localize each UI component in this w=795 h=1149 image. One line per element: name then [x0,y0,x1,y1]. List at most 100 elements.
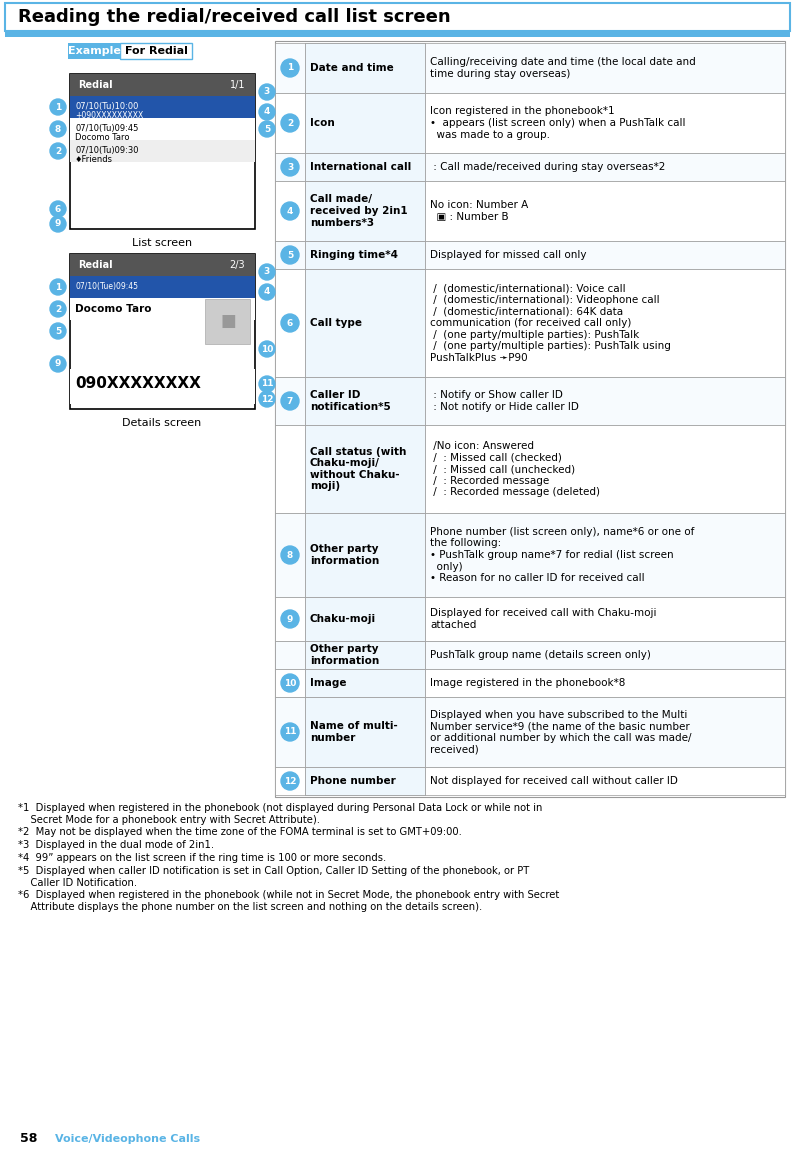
Bar [305,669,425,697]
Text: Redial: Redial [78,260,113,270]
Bar [70,298,255,321]
Text: List screen: List screen [132,238,192,248]
Text: 11: 11 [261,379,273,388]
Text: 58: 58 [20,1133,37,1146]
Bar [305,182,425,241]
Text: 9: 9 [55,360,61,369]
Text: 1: 1 [55,283,61,292]
Text: 2: 2 [55,147,61,155]
Text: 9: 9 [287,615,293,624]
Text: Call status (with
Chaku-moji/
without Chaku-
moji): Call status (with Chaku-moji/ without Ch… [310,447,406,492]
Circle shape [281,314,299,332]
Text: Phone number (list screen only), name*6 or one of
the following:
• PushTalk grou: Phone number (list screen only), name*6 … [430,526,694,584]
Bar [205,299,250,344]
Bar [275,597,785,641]
Bar [70,74,255,97]
Text: 3: 3 [264,268,270,277]
Text: /  (domestic/international): Voice call
 /  (domestic/international): Videophone: / (domestic/international): Voice call /… [430,283,671,363]
Text: 6: 6 [287,318,293,327]
Circle shape [281,246,299,264]
Text: 1: 1 [55,102,61,111]
Text: Icon registered in the phonebook*1
•  appears (list screen only) when a PushTalk: Icon registered in the phonebook*1 • app… [430,107,685,139]
Text: ♦Friends: ♦Friends [75,155,113,164]
Bar [305,669,425,697]
Bar [275,425,785,512]
Text: 3: 3 [287,162,293,171]
Bar [70,369,255,404]
FancyBboxPatch shape [120,43,192,59]
Text: Date and time: Date and time [310,63,394,74]
Bar [305,153,425,182]
Text: *3  Displayed in the dual mode of 2in1.: *3 Displayed in the dual mode of 2in1. [18,840,214,850]
Bar [305,512,425,597]
Text: No icon: Number A
  ▣ : Number B: No icon: Number A ▣ : Number B [430,200,528,222]
Text: Calling/receiving date and time (the local date and
time during stay overseas): Calling/receiving date and time (the loc… [430,57,696,79]
Circle shape [259,84,275,100]
Bar [305,241,425,269]
Text: Ringing time*4: Ringing time*4 [310,250,398,260]
Circle shape [50,356,66,372]
Bar [305,697,425,768]
Text: Docomo Taro: Docomo Taro [75,133,130,142]
Bar [275,182,785,241]
Bar [305,377,425,425]
Circle shape [281,114,299,132]
Bar [305,425,425,512]
Bar [305,425,425,512]
Bar [70,254,255,276]
Circle shape [50,201,66,217]
Bar [275,641,785,669]
Bar [275,697,785,768]
Bar [305,768,425,795]
Bar [305,597,425,641]
Bar [275,269,785,377]
FancyBboxPatch shape [68,43,120,59]
Circle shape [259,391,275,407]
Bar [305,512,425,597]
Bar [275,43,785,93]
Text: *6  Displayed when registered in the phonebook (while not in Secret Mode, the ph: *6 Displayed when registered in the phon… [18,890,559,911]
Circle shape [259,341,275,357]
Bar [70,276,255,298]
Bar [305,153,425,182]
Text: 8: 8 [55,124,61,133]
Circle shape [50,301,66,317]
Text: 5: 5 [287,250,293,260]
Text: Docomo Taro: Docomo Taro [75,304,152,314]
Bar [70,74,255,229]
Text: Other party
information: Other party information [310,645,379,665]
Bar [305,93,425,153]
Bar [70,140,255,162]
Bar [305,43,425,93]
Text: Not displayed for received call without caller ID: Not displayed for received call without … [430,776,678,786]
Bar [305,43,425,93]
Text: 5: 5 [264,124,270,133]
Bar [70,118,255,140]
Circle shape [259,284,275,300]
Circle shape [259,121,275,137]
Circle shape [281,202,299,219]
Text: 5: 5 [55,326,61,336]
Bar [275,512,785,597]
Bar [305,641,425,669]
Bar [5,31,790,37]
Text: +090XXXXXXXXX: +090XXXXXXXXX [75,111,143,121]
Bar [305,182,425,241]
Text: 1: 1 [287,63,293,72]
Circle shape [281,59,299,77]
Text: 2: 2 [55,304,61,314]
Bar [305,597,425,641]
Circle shape [259,105,275,119]
Text: Call type: Call type [310,318,362,327]
Bar [70,254,255,409]
Text: Caller ID
notification*5: Caller ID notification*5 [310,391,391,411]
Text: Example: Example [68,46,120,56]
Circle shape [281,159,299,176]
Circle shape [281,546,299,564]
Bar [305,768,425,795]
Text: Image: Image [310,678,347,688]
Bar [275,93,785,153]
Text: 11: 11 [284,727,297,737]
Text: 090XXXXXXXX: 090XXXXXXXX [75,377,201,392]
Text: Displayed for missed call only: Displayed for missed call only [430,250,587,260]
